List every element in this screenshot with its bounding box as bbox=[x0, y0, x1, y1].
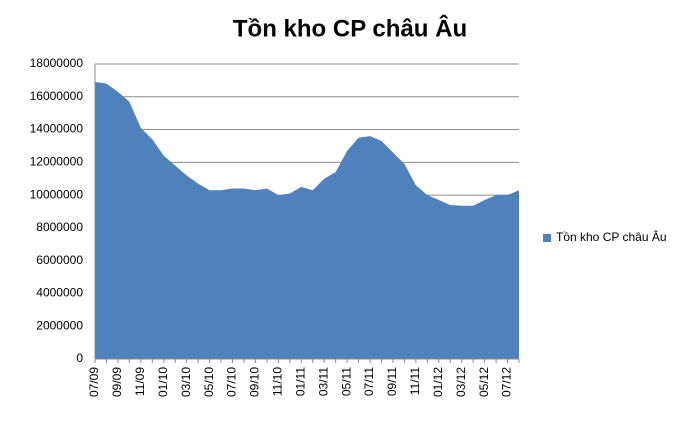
y-tick-label: 14000000 bbox=[30, 122, 84, 136]
y-tick-label: 16000000 bbox=[30, 89, 84, 103]
x-tick-label: 03/12 bbox=[454, 367, 468, 397]
x-tick-label: 05/10 bbox=[202, 367, 216, 397]
x-tick-label: 03/10 bbox=[179, 367, 193, 397]
x-tick-label: 11/10 bbox=[271, 367, 285, 396]
y-tick-label: 0 bbox=[76, 351, 83, 365]
y-tick-label: 4000000 bbox=[36, 286, 83, 300]
y-tick-label: 8000000 bbox=[36, 220, 83, 234]
x-tick-label: 07/11 bbox=[362, 367, 376, 396]
y-tick-label: 10000000 bbox=[30, 187, 84, 201]
x-tick-label: 07/12 bbox=[500, 367, 514, 397]
x-tick-label: 11/11 bbox=[408, 367, 422, 396]
x-tick-label: 01/12 bbox=[431, 367, 445, 397]
x-tick-label: 03/11 bbox=[316, 367, 330, 396]
y-tick-label: 12000000 bbox=[30, 155, 84, 169]
x-tick-label: 01/11 bbox=[293, 367, 307, 396]
x-tick-label: 09/10 bbox=[248, 367, 262, 397]
y-tick-label: 6000000 bbox=[36, 253, 83, 267]
x-tick-label: 09/09 bbox=[110, 367, 124, 397]
area bbox=[95, 82, 519, 360]
y-tick-label: 2000000 bbox=[36, 318, 83, 332]
chart-title: Tồn kho CP châu Âu bbox=[233, 14, 467, 42]
x-tick-label: 05/11 bbox=[339, 367, 353, 396]
x-tick-label: 05/12 bbox=[477, 367, 491, 397]
legend-label: Tồn kho CP châu Âu bbox=[556, 229, 667, 244]
x-tick-label: 11/09 bbox=[133, 367, 147, 396]
x-tick-label: 07/10 bbox=[225, 367, 239, 397]
x-tick-label: 07/09 bbox=[87, 367, 101, 397]
y-tick-label: 18000000 bbox=[30, 56, 84, 70]
x-tick-label: 01/10 bbox=[156, 367, 170, 397]
x-tick-label: 09/11 bbox=[385, 367, 399, 396]
legend-swatch bbox=[543, 234, 551, 242]
